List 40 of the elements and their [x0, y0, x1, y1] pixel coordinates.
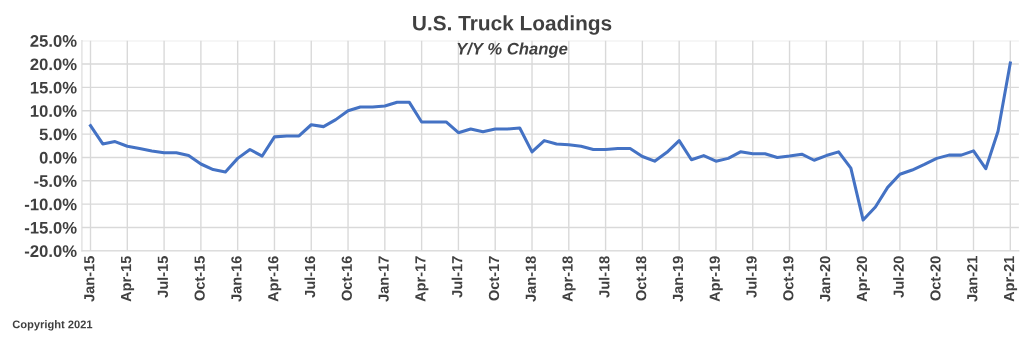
x-tick-label: Apr-20 — [856, 256, 870, 302]
x-tick-label: Apr-15 — [121, 256, 135, 302]
x-tick-label: Oct-17 — [488, 256, 500, 301]
x-tick-label: Jul-20 — [893, 256, 904, 298]
y-tick-label: 25.0% — [30, 35, 77, 47]
y-tick-label: 15.0% — [30, 81, 77, 94]
x-tick-label: Jul-18 — [598, 256, 610, 298]
x-tick-label: Oct-16 — [341, 256, 352, 301]
y-tick-label: -15.0% — [24, 221, 77, 234]
x-tick-label: Oct-18 — [635, 256, 647, 301]
x-tick-label: Jul-17 — [451, 256, 463, 298]
x-tick-label: Apr-16 — [268, 256, 282, 302]
x-tick-label: Jan-19 — [672, 256, 684, 302]
chart-subtitle: Y/Y % Change — [457, 42, 568, 58]
y-tick-label: 20.0% — [30, 58, 77, 71]
x-tick-label: Oct-15 — [194, 256, 205, 301]
x-tick-label: Jan-18 — [525, 256, 536, 302]
x-tick-label: Jul-19 — [745, 256, 757, 298]
x-tick-label: Oct-19 — [783, 256, 794, 301]
line-series — [88, 61, 1012, 222]
x-tick-label: Jan-20 — [819, 256, 831, 302]
y-tick-label: 5.0% — [39, 128, 77, 141]
x-tick-label: Jan-21 — [967, 256, 978, 302]
y-tick-label: 10.0% — [30, 105, 77, 117]
x-tick-label: Jan-17 — [378, 256, 389, 302]
text: Copyright 2021 — [12, 320, 93, 331]
x-tick-label: Jan-16 — [231, 256, 242, 302]
x-tick-label: Apr-19 — [709, 256, 723, 302]
chart-title: U.S. Truck Loadings — [413, 15, 612, 35]
x-tick-label: Apr-21 — [1003, 256, 1018, 302]
y-tick-label: -10.0% — [24, 198, 77, 211]
x-tick-label: Apr-17 — [415, 256, 429, 302]
y-tick-label: -5.0% — [34, 175, 77, 187]
x-tick-label: Jul-15 — [157, 256, 168, 298]
x-tick-label: Jul-16 — [304, 256, 316, 298]
x-tick-label: Apr-18 — [562, 256, 576, 302]
x-tick-label: Jan-15 — [84, 256, 95, 302]
x-tick-label: Oct-20 — [930, 256, 941, 301]
y-tick-label: -20.0% — [24, 245, 77, 258]
y-tick-label: 0.0% — [39, 151, 77, 164]
